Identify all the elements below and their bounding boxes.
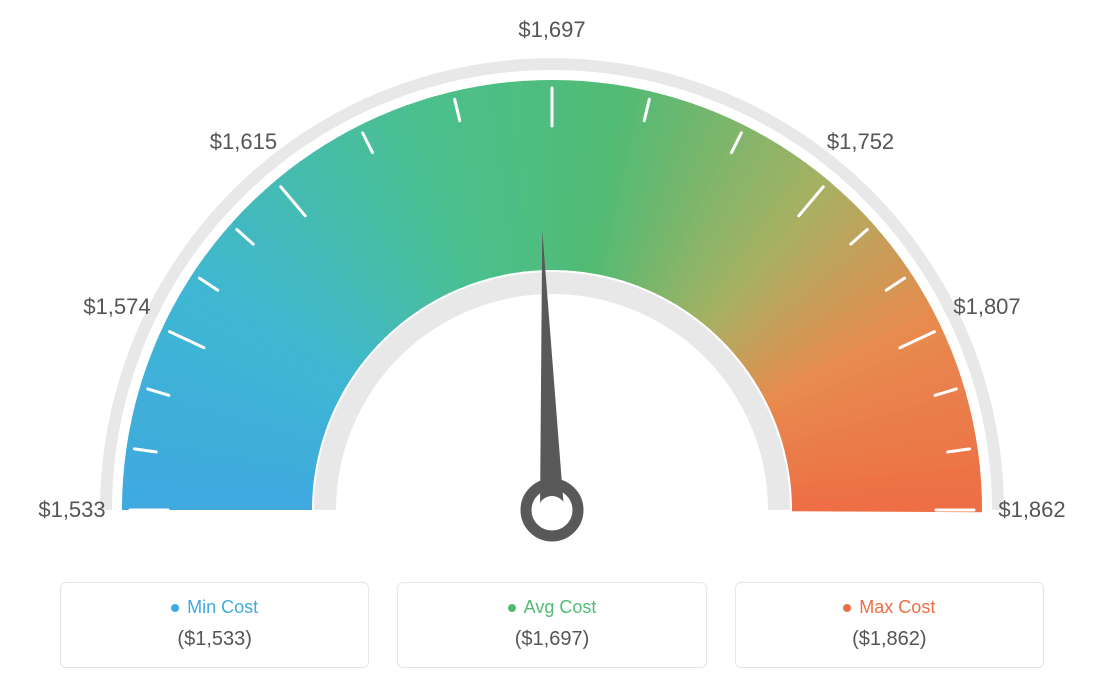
legend-card-max: Max Cost ($1,862)	[735, 582, 1044, 668]
legend-card-avg: Avg Cost ($1,697)	[397, 582, 706, 668]
legend-value-avg: ($1,697)	[408, 628, 695, 651]
dot-min-icon	[171, 604, 179, 612]
gauge-tick-label: $1,752	[827, 129, 894, 155]
gauge-svg	[0, 0, 1104, 560]
gauge-tick-label: $1,615	[210, 129, 277, 155]
gauge-tick-label: $1,697	[518, 17, 585, 43]
cost-gauge: $1,533 $1,574 $1,615 $1,697 $1,752 $1,807 $1,8…	[0, 0, 1104, 560]
dot-max-icon	[843, 604, 851, 612]
legend-value-max: ($1,862)	[746, 628, 1033, 651]
legend-title-avg-text: Avg Cost	[524, 597, 597, 618]
gauge-tick-label: $1,807	[953, 294, 1020, 320]
legend-title-max-text: Max Cost	[859, 597, 935, 618]
legend-card-min: Min Cost ($1,533)	[60, 582, 369, 668]
gauge-tick-label: $1,862	[998, 497, 1065, 523]
gauge-tick-label: $1,533	[38, 497, 105, 523]
legend-title-min: Min Cost	[171, 597, 258, 618]
legend-row: Min Cost ($1,533) Avg Cost ($1,697) Max …	[60, 582, 1044, 668]
legend-title-min-text: Min Cost	[187, 597, 258, 618]
legend-title-max: Max Cost	[843, 597, 935, 618]
dot-avg-icon	[508, 604, 516, 612]
legend-value-min: ($1,533)	[71, 628, 358, 651]
gauge-tick-label: $1,574	[83, 294, 150, 320]
legend-title-avg: Avg Cost	[508, 597, 597, 618]
